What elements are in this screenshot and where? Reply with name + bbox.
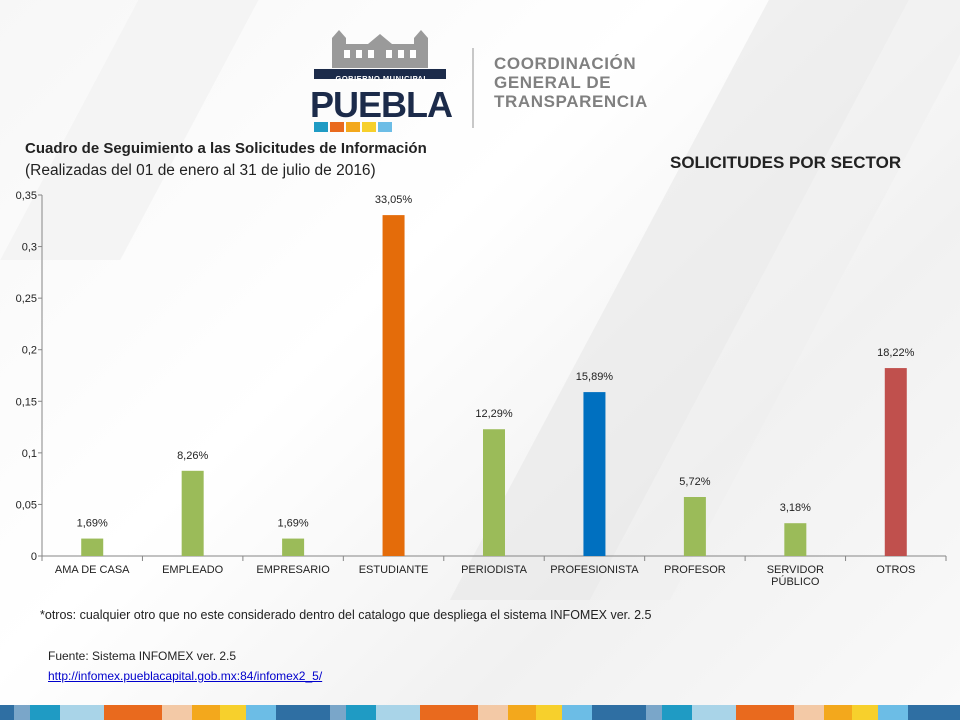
- data-label: 33,05%: [375, 194, 413, 206]
- band-block: [276, 705, 316, 720]
- data-label: 15,89%: [576, 371, 614, 383]
- band-block: [330, 705, 346, 720]
- band-block: [30, 705, 60, 720]
- x-tick-label: SERVIDOR: [767, 564, 824, 576]
- city-hall-crest-icon: [314, 30, 446, 79]
- organization-line: GENERAL DE: [494, 73, 612, 92]
- logo-color-block: [330, 122, 344, 132]
- y-tick-label: 0,35: [16, 190, 37, 202]
- band-block: [692, 705, 736, 720]
- band-block: [376, 705, 420, 720]
- band-block: [478, 705, 508, 720]
- band-block: [60, 705, 104, 720]
- band-block: [592, 705, 632, 720]
- band-block: [562, 705, 592, 720]
- band-block: [794, 705, 824, 720]
- x-tick-label: EMPLEADO: [162, 564, 224, 576]
- bar: [181, 470, 204, 556]
- organization-line: COORDINACIÓN: [494, 54, 637, 73]
- data-label: 1,69%: [278, 518, 309, 530]
- y-tick-label: 0,15: [16, 396, 37, 408]
- bar: [884, 368, 907, 556]
- band-block: [420, 705, 478, 720]
- band-block: [192, 705, 220, 720]
- data-label: 8,26%: [177, 450, 208, 462]
- y-tick-label: 0,05: [16, 499, 37, 511]
- band-block: [104, 705, 162, 720]
- y-tick-label: 0,3: [22, 242, 37, 254]
- band-block: [646, 705, 662, 720]
- data-label: 5,72%: [679, 476, 710, 488]
- chart-title: SOLICITUDES POR SECTOR: [670, 153, 902, 172]
- bar-chart: 0 0,05 0,1 0,15 0,2 0,25 0,3 0,35 1,69% AMA DE CA…: [16, 190, 947, 588]
- x-tick-label: EMPRESARIO: [256, 564, 330, 576]
- band-block: [346, 705, 376, 720]
- page-title: Cuadro de Seguimiento a las Solicitudes …: [25, 140, 427, 157]
- decorative-color-band: [0, 705, 960, 720]
- band-block: [220, 705, 246, 720]
- y-tick-label: 0,2: [22, 345, 37, 357]
- source-link[interactable]: http://infomex.pueblacapital.gob.mx:84/i…: [48, 669, 323, 683]
- band-block: [662, 705, 692, 720]
- band-block: [0, 705, 14, 720]
- bar: [683, 497, 706, 556]
- page-subtitle: (Realizadas del 01 de enero al 31 de jul…: [25, 162, 376, 179]
- band-block: [316, 705, 330, 720]
- y-tick-label: 0,25: [16, 293, 37, 305]
- band-block: [14, 705, 30, 720]
- x-tick-label: PÚBLICO: [771, 575, 820, 588]
- band-block: [632, 705, 646, 720]
- x-tick-label: ESTUDIANTE: [359, 564, 429, 576]
- x-tick-label: PROFESOR: [664, 564, 726, 576]
- logo-color-strip: [314, 122, 392, 132]
- bar: [282, 538, 305, 556]
- bar: [483, 429, 505, 556]
- band-block: [824, 705, 852, 720]
- x-tick-label: PERIODISTA: [461, 564, 527, 576]
- band-block: [878, 705, 908, 720]
- band-block: [508, 705, 536, 720]
- data-label: 1,69%: [77, 518, 108, 530]
- band-block: [908, 705, 948, 720]
- logo-puebla-word: PUEBLA: [310, 84, 453, 125]
- footnote: *otros: cualquier otro que no este consi…: [40, 608, 652, 622]
- puebla-logo: GOBIERNO MUNICIPAL PUEBLA COORDINACIÓN G…: [300, 30, 660, 138]
- source-text: Fuente: Sistema INFOMEX ver. 2.5: [48, 649, 237, 663]
- x-tick-label: OTROS: [876, 564, 915, 576]
- bar: [382, 215, 405, 556]
- band-block: [536, 705, 562, 720]
- y-tick-label: 0: [31, 551, 37, 563]
- bar: [81, 538, 104, 556]
- logo-color-block: [346, 122, 360, 132]
- band-block: [736, 705, 794, 720]
- data-label: 12,29%: [475, 408, 513, 420]
- band-block: [246, 705, 276, 720]
- logo-color-block: [362, 122, 376, 132]
- logo-crest-text: GOBIERNO MUNICIPAL: [335, 74, 429, 83]
- x-tick-label: PROFESIONISTA: [550, 564, 639, 576]
- logo-divider: [472, 48, 474, 128]
- organization-name: COORDINACIÓN GENERAL DE TRANSPARENCIA: [494, 54, 648, 111]
- data-label: 18,22%: [877, 347, 915, 359]
- band-block: [948, 705, 960, 720]
- logo-color-block: [378, 122, 392, 132]
- organization-line: TRANSPARENCIA: [494, 92, 648, 111]
- y-tick-label: 0,1: [22, 448, 37, 460]
- band-block: [852, 705, 878, 720]
- bar: [784, 523, 807, 556]
- logo-color-block: [314, 122, 328, 132]
- data-label: 3,18%: [780, 502, 811, 514]
- band-block: [162, 705, 192, 720]
- bar: [583, 392, 606, 556]
- x-tick-label: AMA DE CASA: [55, 564, 130, 576]
